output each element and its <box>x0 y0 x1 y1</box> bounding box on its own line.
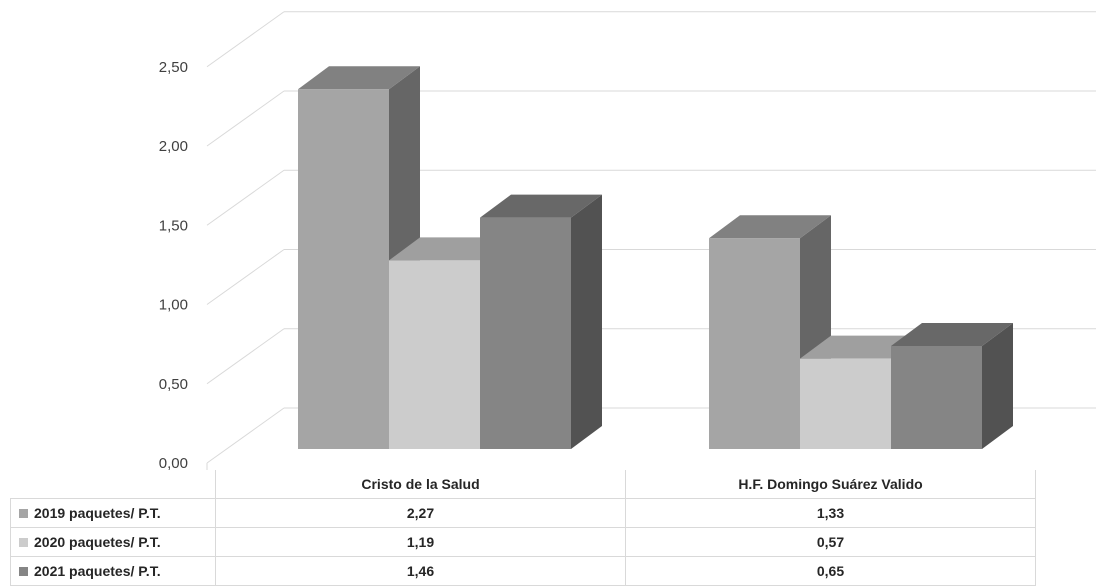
data-label: 1,46 <box>215 556 626 586</box>
gridline-side <box>206 249 285 305</box>
legend-entry-2019: 2019 paquetes/ P.T. <box>10 498 216 528</box>
data-table-corner <box>11 470 216 499</box>
data-label: 1,19 <box>215 527 626 557</box>
data-table-row: 2021 paquetes/ P.T. 1,46 0,65 <box>10 556 1036 586</box>
gridline-side <box>206 407 285 464</box>
bar-side <box>571 194 602 449</box>
data-table: Cristo de la Salud H.F. Domingo Suárez V… <box>10 470 1036 586</box>
y-tick-label: 1,00 <box>159 297 188 314</box>
bar-side <box>982 322 1013 449</box>
y-tick-label: 2,50 <box>159 59 188 76</box>
chart-plot-area: 0,00 0,50 1,00 1,50 2,00 2,50 <box>159 11 1096 470</box>
legend-swatch-2021 <box>19 567 28 576</box>
y-tick-label: 1,50 <box>159 217 188 234</box>
data-table-row: 2020 paquetes/ P.T. 1,19 0,57 <box>10 527 1036 557</box>
y-tick-label: 2,00 <box>159 138 188 155</box>
gridline-side <box>206 90 285 147</box>
bar <box>480 217 571 449</box>
bar <box>298 89 389 449</box>
series-name-2020: 2020 paquetes/ P.T. <box>34 534 161 550</box>
bar <box>800 358 891 449</box>
bar-top <box>891 322 1013 346</box>
bar <box>389 260 480 449</box>
gridline-side <box>206 328 285 385</box>
bar <box>709 238 800 449</box>
series-name-2019: 2019 paquetes/ P.T. <box>34 505 161 521</box>
gridline-side <box>206 169 285 226</box>
data-label: 2,27 <box>215 498 626 528</box>
series-name-2021: 2021 paquetes/ P.T. <box>34 563 161 579</box>
y-tick-label: 0,00 <box>159 455 188 470</box>
data-table-row: 2019 paquetes/ P.T. 2,27 1,33 <box>10 498 1036 528</box>
y-tick-label: 0,50 <box>159 376 188 393</box>
bar-top <box>480 194 602 218</box>
bar-top <box>709 215 831 239</box>
bar <box>891 345 982 449</box>
data-label: 0,57 <box>625 527 1036 557</box>
data-label: 0,65 <box>625 556 1036 586</box>
bar-top <box>298 66 420 90</box>
legend-swatch-2020 <box>19 538 28 547</box>
data-table-header-row: Cristo de la Salud H.F. Domingo Suárez V… <box>11 470 1036 499</box>
legend-entry-2020: 2020 paquetes/ P.T. <box>10 527 216 557</box>
legend-swatch-2019 <box>19 509 28 518</box>
category-label-1: Cristo de la Salud <box>215 470 626 499</box>
data-label: 1,33 <box>625 498 1036 528</box>
gridline-side <box>206 11 285 68</box>
category-label-2: H.F. Domingo Suárez Valido <box>625 470 1036 499</box>
legend-entry-2021: 2021 paquetes/ P.T. <box>10 556 216 586</box>
